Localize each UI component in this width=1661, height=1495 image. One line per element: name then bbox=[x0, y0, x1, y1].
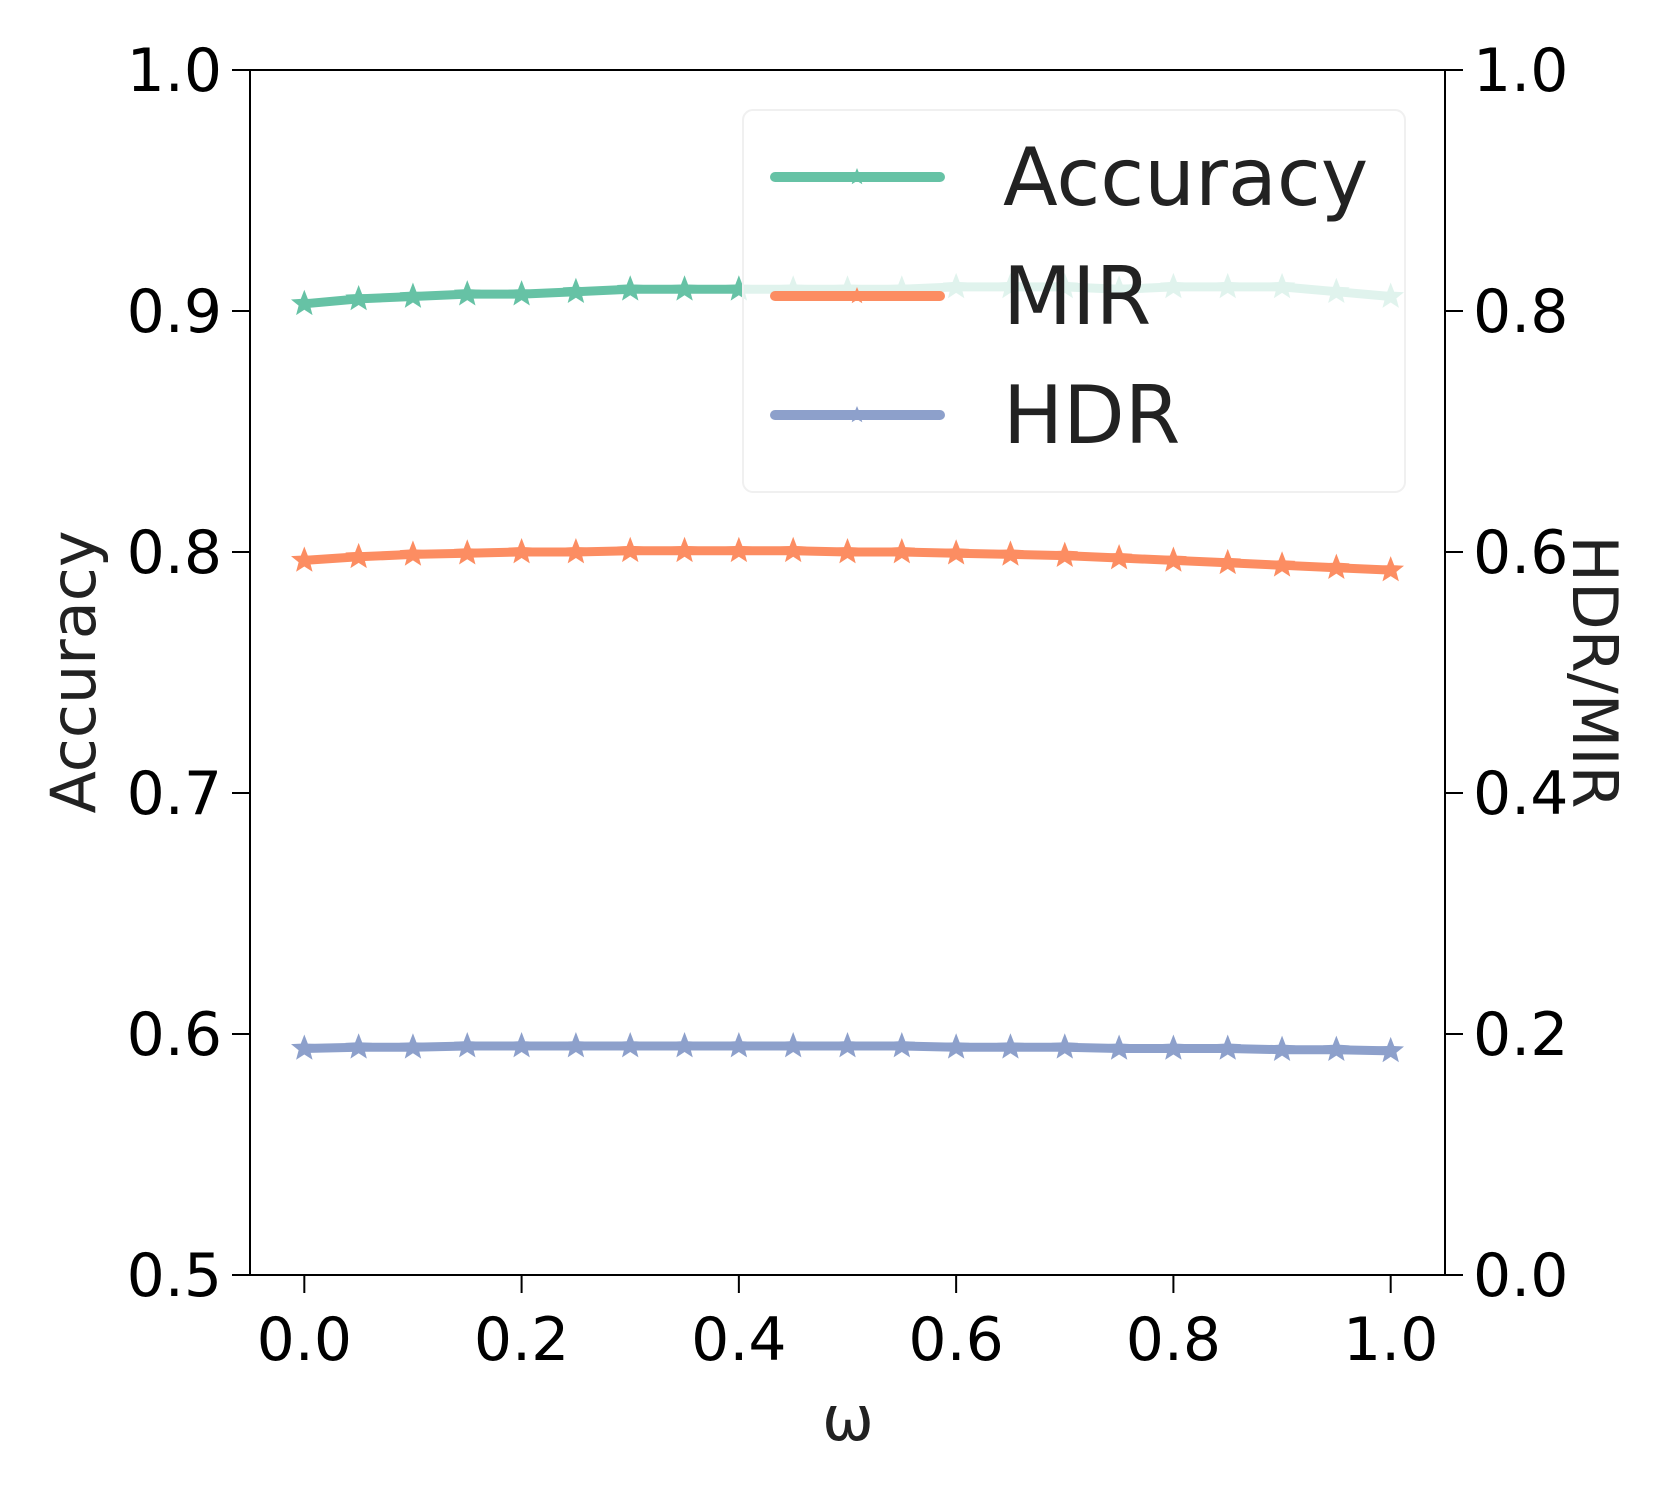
left-y-axis: 0.5 0.6 0.7 0.8 0.9 1.0 bbox=[127, 36, 250, 1311]
data-point-mir bbox=[1051, 541, 1079, 567]
x-tick-label: 0.6 bbox=[908, 1305, 1003, 1375]
data-point-hdr bbox=[1268, 1035, 1296, 1061]
data-point-hdr bbox=[779, 1032, 807, 1058]
data-point-hdr bbox=[1051, 1033, 1079, 1059]
data-point-mir bbox=[1377, 556, 1404, 582]
data-point-hdr bbox=[1160, 1034, 1187, 1060]
data-point-hdr bbox=[1105, 1034, 1133, 1060]
series-hdr bbox=[291, 1032, 1404, 1063]
data-point-hdr bbox=[508, 1032, 535, 1058]
x-tick-label: 0.0 bbox=[257, 1305, 352, 1375]
data-point-accuracy bbox=[453, 280, 481, 306]
x-axis-title: ω bbox=[822, 1382, 874, 1455]
data-point-mir bbox=[508, 538, 535, 564]
right-y-tick-label: 1.0 bbox=[1473, 36, 1568, 106]
legend-marker-hdr bbox=[848, 406, 866, 423]
data-point-mir bbox=[399, 540, 427, 566]
left-y-tick-label: 1.0 bbox=[127, 36, 222, 106]
data-point-mir bbox=[997, 540, 1024, 566]
legend-marker-mir bbox=[848, 287, 866, 304]
data-point-hdr bbox=[1377, 1036, 1404, 1063]
data-point-mir bbox=[888, 538, 916, 564]
x-tick-label: 0.4 bbox=[691, 1305, 786, 1375]
right-y-tick-label: 0.6 bbox=[1473, 518, 1568, 588]
left-y-tick-label: 0.7 bbox=[127, 759, 222, 829]
left-y-tick-label: 0.5 bbox=[127, 1241, 222, 1311]
left-y-tick-label: 0.6 bbox=[127, 1000, 222, 1070]
data-point-mir bbox=[1323, 553, 1350, 579]
data-point-mir bbox=[1160, 546, 1187, 572]
data-point-mir bbox=[671, 536, 698, 563]
data-point-hdr bbox=[997, 1033, 1024, 1059]
data-point-mir bbox=[779, 536, 807, 563]
data-point-mir bbox=[834, 538, 861, 564]
data-point-hdr bbox=[1214, 1034, 1242, 1060]
legend-box bbox=[742, 109, 1406, 493]
data-point-accuracy bbox=[562, 277, 590, 304]
x-tick-label: 0.8 bbox=[1126, 1305, 1221, 1375]
data-point-accuracy bbox=[345, 284, 372, 311]
right-y-tick-label: 0.0 bbox=[1473, 1241, 1568, 1311]
legend-marker-accuracy bbox=[848, 168, 866, 185]
data-point-mir bbox=[1105, 544, 1133, 570]
right-y-tick-label: 0.4 bbox=[1473, 759, 1568, 829]
data-point-mir bbox=[1268, 551, 1296, 577]
data-point-hdr bbox=[888, 1032, 916, 1058]
data-point-hdr bbox=[291, 1034, 318, 1060]
left-y-tick-label: 0.9 bbox=[127, 277, 222, 347]
data-point-mir bbox=[942, 539, 970, 565]
legend-label-mir: MIR bbox=[1003, 250, 1151, 343]
right-y-axis: 0.0 0.2 0.4 0.6 0.8 1.0 bbox=[1445, 36, 1568, 1311]
x-axis: 0.0 0.2 0.4 0.6 0.8 1.0 bbox=[257, 1275, 1438, 1375]
data-point-hdr bbox=[453, 1032, 481, 1058]
right-y-axis-title: HDR/MIR bbox=[1558, 535, 1631, 808]
data-point-accuracy bbox=[399, 282, 427, 308]
data-point-accuracy bbox=[508, 280, 535, 306]
legend: Accuracy MIR HDR bbox=[742, 109, 1406, 493]
right-y-tick-label: 0.8 bbox=[1473, 277, 1568, 347]
series-mir bbox=[291, 536, 1404, 582]
data-point-hdr bbox=[725, 1032, 753, 1058]
right-y-tick-label: 0.2 bbox=[1473, 1000, 1568, 1070]
data-point-mir bbox=[1214, 548, 1242, 575]
data-point-hdr bbox=[345, 1033, 372, 1059]
data-point-hdr bbox=[1323, 1035, 1350, 1061]
data-point-accuracy bbox=[291, 289, 318, 316]
legend-label-hdr: HDR bbox=[1003, 369, 1180, 462]
data-point-hdr bbox=[562, 1032, 590, 1058]
data-point-hdr bbox=[399, 1033, 427, 1059]
data-point-mir bbox=[291, 546, 318, 572]
data-point-accuracy bbox=[671, 275, 698, 301]
data-point-hdr bbox=[942, 1033, 970, 1059]
x-tick-label: 1.0 bbox=[1343, 1305, 1438, 1375]
legend-label-accuracy: Accuracy bbox=[1003, 131, 1368, 224]
data-point-mir bbox=[725, 536, 753, 563]
data-point-mir bbox=[562, 538, 590, 564]
data-point-mir bbox=[616, 536, 644, 563]
x-tick-label: 0.2 bbox=[474, 1305, 569, 1375]
data-point-hdr bbox=[671, 1032, 698, 1058]
data-point-mir bbox=[345, 542, 372, 569]
data-point-hdr bbox=[834, 1032, 861, 1058]
data-point-mir bbox=[453, 539, 481, 565]
data-point-accuracy bbox=[725, 275, 753, 301]
left-y-axis-title: Accuracy bbox=[37, 530, 110, 813]
data-point-hdr bbox=[616, 1032, 644, 1058]
plot-frame bbox=[249, 69, 1446, 1276]
data-point-accuracy bbox=[616, 275, 644, 301]
left-y-tick-label: 0.8 bbox=[127, 518, 222, 588]
